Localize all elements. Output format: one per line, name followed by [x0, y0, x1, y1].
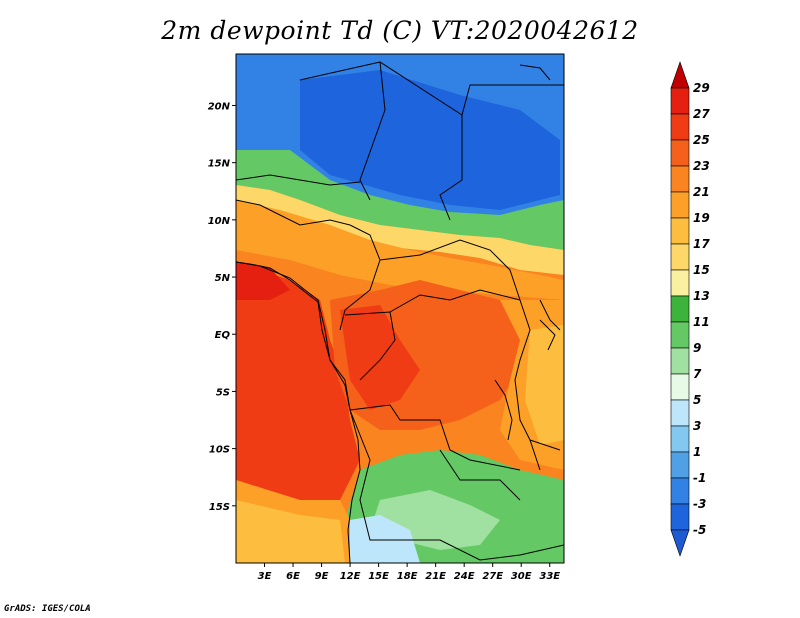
colorbar-box [670, 399, 690, 427]
lon-tick-label: 21E [425, 571, 446, 582]
colorbar-label: 9 [693, 341, 701, 355]
colorbar-box [670, 243, 690, 271]
colorbar-label: -1 [693, 471, 706, 485]
colorbar-box [670, 295, 690, 323]
colorbar-label: 1 [693, 445, 701, 459]
colorbar-label: 3 [693, 419, 701, 433]
colorbar-labels: 29 27 25 23 21 19 17 15 13 11 9 7 5 3 1 -1 -3 -5 [693, 81, 710, 537]
colorbar-label: 13 [693, 289, 710, 303]
software-credit: GrADS: IGES/COLA [4, 604, 91, 614]
east-highlands-yellow [525, 325, 564, 445]
sahel-green-band [236, 150, 564, 250]
lon-tick-label: 6E [286, 571, 300, 582]
lon-tick-label: 15E [368, 571, 389, 582]
dewpoint-field [236, 54, 564, 563]
colorbar-label: 21 [693, 185, 710, 199]
lat-tick-label: 10N [208, 216, 231, 227]
lon-tick-label: 12E [340, 571, 361, 582]
lon-tick-label: 3E [258, 571, 272, 582]
colorbar-box [670, 373, 690, 401]
colorbar-box [670, 61, 690, 89]
colorbar-box [670, 451, 690, 479]
lon-tick-label: 27E [482, 571, 503, 582]
colorbar-label: 29 [693, 81, 710, 95]
longitude-axis: 3E 6E 9E 12E 15E 18E 21E 24E 27E 30E 33E [258, 563, 560, 582]
lat-tick-label: 20N [208, 101, 231, 112]
central-congo-humid [340, 305, 420, 410]
coastal-core [236, 262, 290, 300]
west-africa-orange [236, 200, 564, 300]
country-borders [236, 61, 564, 561]
sahara-very-dry-core [300, 70, 560, 210]
lon-tick-label: 33E [539, 571, 560, 582]
coastlines [236, 64, 556, 563]
lon-tick-label: 30E [511, 571, 532, 582]
colorbar-box [670, 87, 690, 115]
lat-tick-label: 15S [209, 502, 230, 513]
colorbar-label: 5 [693, 393, 701, 407]
southern-very-dry [350, 515, 420, 563]
gulf-of-guinea-humid [236, 262, 360, 500]
colorbar-label: 7 [693, 367, 702, 381]
colorbar-box [670, 477, 690, 505]
lon-tick-label: 24E [454, 571, 475, 582]
colorbar-label: -5 [693, 523, 706, 537]
lat-tick-label: 15N [208, 159, 231, 170]
lat-tick-label: 10S [209, 445, 230, 456]
colorbar-label: 11 [693, 315, 710, 329]
colorbar-label: 17 [693, 237, 710, 251]
colorbar-label: 19 [693, 211, 710, 225]
colorbar-box [670, 347, 690, 375]
lat-tick-label: EQ [215, 330, 231, 341]
colorbar-label: -3 [693, 497, 706, 511]
map-title: 2m dewpoint Td (C) VT:2020042612 [161, 16, 639, 45]
colorbar-label: 27 [693, 107, 710, 121]
map-frame [235, 53, 565, 564]
lon-tick-label: 18E [397, 571, 418, 582]
colorbar-box [670, 139, 690, 167]
colorbar-box [670, 425, 690, 453]
colorbar-box [670, 165, 690, 193]
colorbar-box [670, 529, 690, 557]
lat-tick-label: 5S [216, 387, 230, 398]
colorbar-label: 23 [693, 159, 710, 173]
colorbar-boxes [670, 61, 690, 557]
lon-tick-label: 9E [315, 571, 329, 582]
colorbar-box [670, 191, 690, 219]
latitude-axis: 20N 15N 10N 5N EQ 5S 10S 15S [208, 101, 236, 513]
colorbar-label: 25 [693, 133, 710, 147]
colorbar-box [670, 321, 690, 349]
colorbar-label: 15 [693, 263, 710, 277]
colorbar-box [670, 113, 690, 141]
colorbar-box [670, 503, 690, 531]
colorbar-box [670, 217, 690, 245]
colorbar-box [670, 269, 690, 297]
lat-tick-label: 5N [215, 273, 231, 284]
southern-coast-yellow [236, 500, 345, 563]
sahel-yellow-band [236, 185, 564, 275]
